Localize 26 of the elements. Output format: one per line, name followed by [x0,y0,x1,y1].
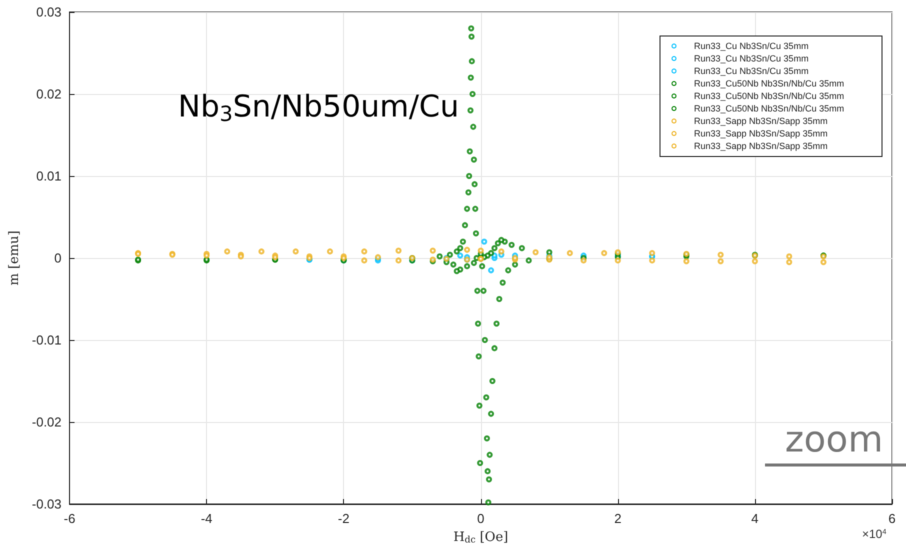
y-tick-label: -0.03 [32,496,62,512]
y-tick-label: 0.01 [36,168,62,184]
x-tick-label: 2 [614,511,622,526]
y-tick-label: -0.01 [32,332,62,348]
y-axis-title: m [emu] [7,230,22,286]
legend-label: Run33_Cu50Nb Nb3Sn/Nb/Cu 35mm [694,104,844,114]
legend-label: Run33_Cu Nb3Sn/Cu 35mm [694,54,809,64]
y-tick-label: 0.02 [36,86,62,102]
x-tick-label: -4 [200,511,212,526]
x-tick-label: -2 [338,511,350,526]
y-tick-label: 0.03 [36,4,62,20]
y-tick-label: 0 [54,250,62,266]
y-tick-label: -0.02 [32,414,62,430]
x-tick-label: 6 [888,511,896,526]
legend-label: Run33_Cu50Nb Nb3Sn/Nb/Cu 35mm [694,78,844,88]
x-axis-title: Hdc [Oe] [453,530,508,546]
annotation: zoom [785,420,884,460]
legend-label: Run33_Cu50Nb Nb3Sn/Nb/Cu 35mm [694,91,844,101]
x-tick-label: -6 [64,511,76,526]
x-tick-label: 0 [477,511,484,526]
legend-label: Run33_Cu Nb3Sn/Cu 35mm [694,66,809,76]
legend-label: Run33_Cu Nb3Sn/Cu 35mm [694,41,809,51]
legend-label: Run33_Sapp Nb3Sn/Sapp 35mm [694,141,828,151]
legend-label: Run33_Sapp Nb3Sn/Sapp 35mm [694,116,828,126]
x-tick-label: 4 [751,511,759,526]
legend-label: Run33_Sapp Nb3Sn/Sapp 35mm [694,128,828,138]
